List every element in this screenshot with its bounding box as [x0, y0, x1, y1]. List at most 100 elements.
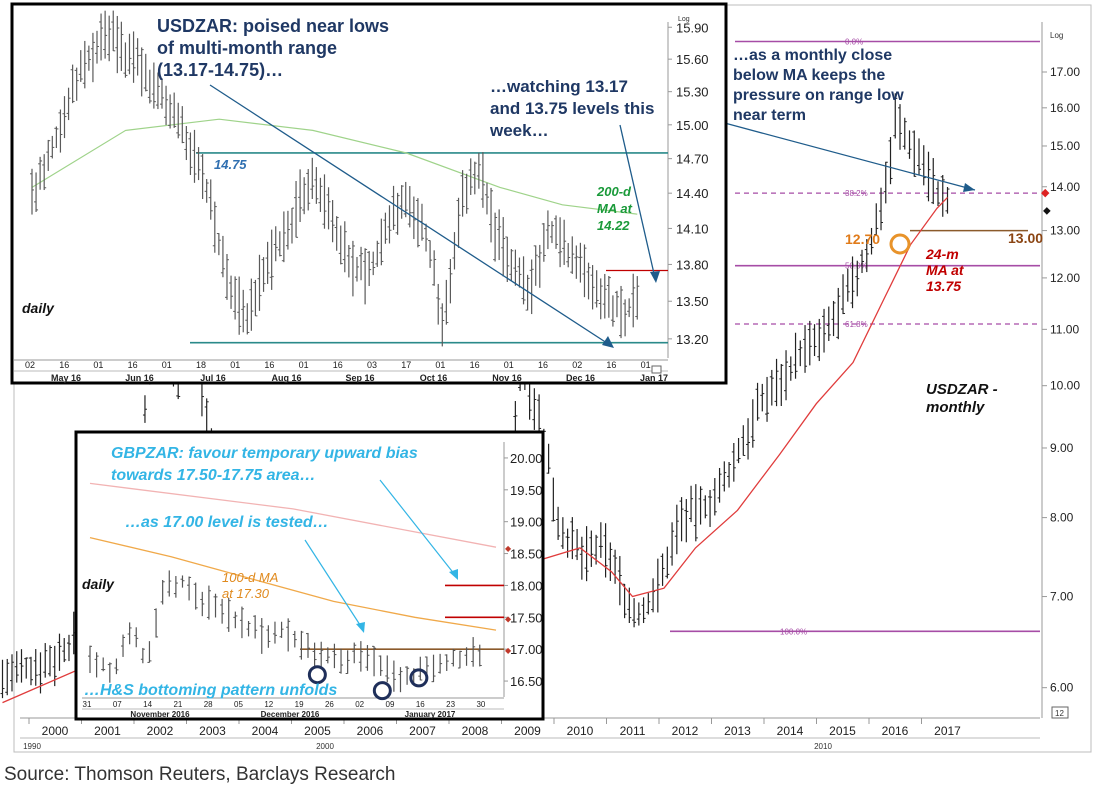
usdzar-daily-inset: Log 13.20 13.50 13.80 14.10 14.40 14.70 15.00 15… — [10, 2, 728, 385]
x-tick-label: 2009 — [514, 724, 541, 738]
y-tick-label: 15.00 — [1050, 139, 1080, 153]
price-marker-icon: ◆ — [1043, 205, 1051, 216]
x-tick-label: 2017 — [934, 724, 961, 738]
bias-arrow — [379, 479, 456, 576]
x-tick-label: 16 — [538, 360, 548, 370]
x-tick-label: 2016 — [882, 724, 909, 738]
level-label-12-70: 12.70 — [845, 231, 880, 247]
x-tick-label: 2010 — [567, 724, 594, 738]
x-tick-label: 01 — [504, 360, 514, 370]
x-month-label: Jan 17 — [640, 373, 668, 383]
scale-box-icon — [1051, 706, 1069, 719]
x-tick-label: 19 — [295, 700, 304, 709]
y-tick-label: 8.00 — [1050, 511, 1074, 525]
y-tick-label: 14.00 — [1050, 180, 1080, 194]
hs-annotation: …H&S bottoming pattern unfolds — [84, 682, 337, 699]
watch-arrowhead-icon — [650, 271, 660, 283]
x-tick-label: 2003 — [199, 724, 226, 738]
x-tick-label: 26 — [325, 700, 334, 709]
x-tick-label: 01 — [93, 360, 103, 370]
fib-level-label: 100.0% — [780, 627, 807, 636]
y-tick-label: 13.00 — [1050, 224, 1080, 238]
y-tick-label: 18.00 — [510, 578, 543, 593]
x-month-label: Sep 16 — [345, 373, 374, 383]
x-month-label: Dec 16 — [566, 373, 595, 383]
title-arrowhead-icon — [602, 336, 614, 348]
x-tick-label: 16 — [470, 360, 480, 370]
fib-level-label: 38.2% — [845, 189, 868, 198]
inset-annotation: …watching 13.17 and 13.75 levels this week… — [489, 77, 654, 140]
x-tick-label: 2004 — [252, 724, 279, 738]
x-tick-label: 2005 — [304, 724, 331, 738]
watch-arrow — [619, 124, 656, 279]
series-label-daily: daily — [22, 300, 55, 316]
x-tick-label: 2008 — [462, 724, 489, 738]
x-tick-label: 2000 — [42, 724, 69, 738]
x-month-label: January 2017 — [405, 710, 456, 719]
x-tick-label: 02 — [355, 700, 364, 709]
price-marker-icon: ◆ — [505, 614, 512, 623]
y-tick-label: 19.50 — [510, 483, 543, 498]
y-tick-label: 17.50 — [510, 610, 543, 625]
gbpzar-daily-inset: 16.50 17.00 17.50 18.00 18.50 19.00 19.50 20.00… — [74, 430, 545, 721]
x-tick-label: 21 — [173, 700, 182, 709]
log-scale-label: Log — [1050, 31, 1063, 40]
x-month-label: December 2016 — [261, 710, 320, 719]
inset-title: USDZAR: poised near lows of multi-month r… — [157, 16, 389, 80]
y-tick-label: 16.00 — [1050, 101, 1080, 115]
y-tick-label: 7.00 — [1050, 590, 1074, 604]
x-tick-label: 02 — [25, 360, 35, 370]
x-tick-label: 2007 — [409, 724, 436, 738]
x-tick-label: 2001 — [94, 724, 121, 738]
y-tick-label: 15.90 — [676, 20, 709, 35]
x-tick-label: 2014 — [777, 724, 804, 738]
log-scale-label: Log — [678, 16, 690, 23]
x-tick-label: 01 — [641, 360, 651, 370]
x-tick-label: 09 — [386, 700, 395, 709]
x-tick-label: 07 — [113, 700, 122, 709]
x-tick-label: 28 — [204, 700, 213, 709]
x-tick-label: 16 — [416, 700, 425, 709]
series-label-monthly: USDZAR -monthly — [926, 381, 998, 416]
y-tick-label: 14.70 — [676, 152, 709, 167]
main-annotation: …as a monthly close below MA keeps the pre… — [733, 47, 904, 124]
x-tick-label: 18 — [196, 360, 206, 370]
x-tick-label: 2011 — [620, 724, 646, 738]
x-month-label: Aug 16 — [271, 373, 301, 383]
x-tick-label: 17 — [401, 360, 411, 370]
x-month-label: Jun 16 — [125, 373, 154, 383]
y-tick-label: 15.60 — [676, 52, 709, 67]
test-annotation: …as 17.00 level is tested… — [125, 514, 329, 531]
inset-frame — [74, 430, 545, 721]
y-tick-label: 13.20 — [676, 332, 709, 347]
y-tick-label: 12.00 — [1050, 271, 1080, 285]
x-month-label: May 16 — [51, 373, 81, 383]
x-month-label: Nov 16 — [492, 373, 522, 383]
x-decade-label: 1990 — [23, 742, 41, 751]
level-label-13-00: 13.00 — [1008, 230, 1043, 246]
hs-circle-icon — [307, 665, 327, 685]
y-tick-label: 18.50 — [510, 547, 543, 562]
ma-200d-label: 200-d MA at 14.22 — [596, 184, 633, 233]
x-tick-label: 16 — [333, 360, 343, 370]
x-tick-label: 30 — [476, 700, 485, 709]
y-tick-label: 17.00 — [510, 642, 543, 657]
y-tick-label: 15.30 — [676, 85, 709, 100]
y-tick-label: 14.10 — [676, 221, 709, 236]
scale-box-icon — [651, 365, 662, 374]
price-marker-icon: ◆ — [505, 544, 512, 553]
x-tick-label: 16 — [264, 360, 274, 370]
source-note: Source: Thomson Reuters, Barclays Resear… — [4, 764, 396, 785]
inset-frame — [10, 2, 728, 385]
inset-title: GBPZAR: favour temporary upward bias towa… — [111, 445, 418, 484]
scale-box-label: 12 — [1055, 709, 1064, 718]
marker-circle-12-70 — [889, 233, 911, 255]
bias-arrowhead-icon — [449, 569, 458, 580]
x-tick-label: 2002 — [147, 724, 174, 738]
y-tick-label: 9.00 — [1050, 441, 1074, 455]
test-arrowhead-icon — [356, 622, 365, 633]
x-tick-label: 16 — [128, 360, 138, 370]
x-tick-label: 2015 — [829, 724, 856, 738]
level-label-14-75: 14.75 — [214, 157, 247, 172]
